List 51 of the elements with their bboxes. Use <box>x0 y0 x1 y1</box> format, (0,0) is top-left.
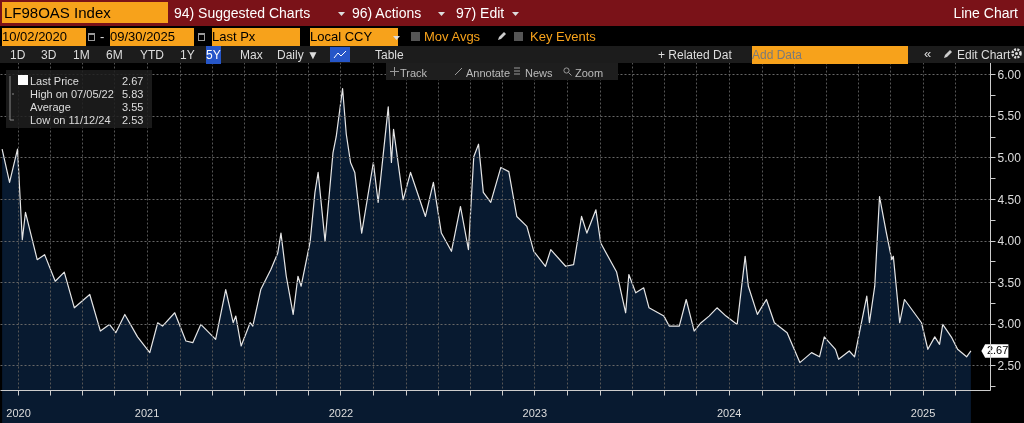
text: Max <box>240 47 263 64</box>
y-tick-label: 3.00 <box>997 317 1022 332</box>
annotation: News <box>525 66 553 81</box>
annotation: Last Price <box>30 75 79 87</box>
text: Table <box>375 47 404 64</box>
annotation: High on 07/05/22 <box>30 88 114 100</box>
text: Daily ▼ <box>277 47 319 64</box>
annotation: 2.53 <box>122 114 144 126</box>
chart-subtitle: Line Chart <box>953 4 1018 22</box>
y-tick-label: 5.50 <box>997 109 1022 124</box>
y-tick-label: 4.00 <box>997 234 1022 249</box>
x-tick-label: 2022 <box>328 406 354 419</box>
x-tick-label: 2021 <box>134 406 160 419</box>
text: 94) Suggested Charts <box>174 4 311 22</box>
text: Mov Avgs <box>424 28 481 46</box>
y-tick-label: 6.00 <box>997 67 1022 82</box>
annotation: Track <box>400 66 428 81</box>
annotation: Average <box>30 101 71 113</box>
text: 96) Actions <box>352 4 422 22</box>
annotation: Low on 11/12/24 <box>30 114 111 126</box>
text: « <box>924 45 932 63</box>
y-tick-label: 3.50 <box>997 275 1022 290</box>
annotation: Zoom <box>575 66 604 81</box>
text: Key Events <box>530 28 596 46</box>
text: 1D <box>10 47 26 64</box>
text: 97) Edit <box>456 4 505 22</box>
text: 5Y <box>206 46 221 64</box>
x-tick-label: 2023 <box>522 406 548 419</box>
annotation: 2.67 <box>122 75 144 87</box>
text: 10/02/2020 <box>2 28 86 46</box>
x-tick-label: 2025 <box>910 406 936 419</box>
text: 3D <box>41 47 57 64</box>
text: 09/30/2025 <box>110 28 194 46</box>
text: YTD <box>140 47 164 64</box>
text: 6M <box>106 47 123 64</box>
text: + Related Dat <box>658 47 732 64</box>
x-tick-label: 2020 <box>6 406 31 419</box>
y-tick-label: 4.50 <box>997 192 1022 207</box>
x-tick-label: 2024 <box>716 406 742 419</box>
text: 1Y <box>180 47 195 64</box>
text: 1M <box>73 47 90 64</box>
text: - <box>100 28 105 46</box>
annotation: 3.55 <box>122 101 144 113</box>
text: Edit Chart <box>957 47 1011 64</box>
chart-title: LF98OAS Index <box>2 2 168 23</box>
y-tick-label: 2.50 <box>997 358 1022 373</box>
annotation: Annotate <box>466 66 511 81</box>
text: Last Px <box>212 28 300 46</box>
text: Local CCY <box>310 28 398 46</box>
y-tick-label: 5.00 <box>997 150 1022 165</box>
annotation: 5.83 <box>122 88 144 100</box>
